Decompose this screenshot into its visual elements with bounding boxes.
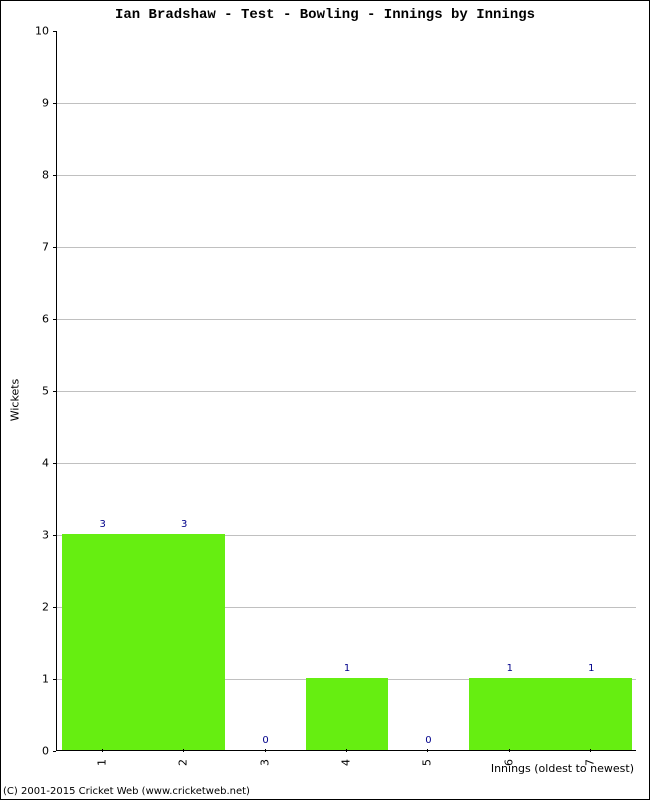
gridline (57, 319, 636, 320)
plot-area: 3 3 0 1 0 1 1 (56, 31, 636, 751)
gridline (57, 247, 636, 248)
ytick-mark (53, 175, 56, 176)
ytick-mark (53, 607, 56, 608)
xtick-mark (346, 749, 347, 752)
ytick-mark (53, 391, 56, 392)
bar (306, 678, 387, 750)
ytick-label: 10 (9, 25, 49, 38)
ytick-mark (53, 319, 56, 320)
bar-value-label: 0 (262, 735, 268, 746)
bar-value-label: 0 (425, 735, 431, 746)
ytick-label: 7 (9, 241, 49, 254)
bar-value-label: 3 (100, 519, 106, 530)
ytick-label: 1 (9, 673, 49, 686)
ytick-label: 3 (9, 529, 49, 542)
bar-value-label: 3 (181, 519, 187, 530)
gridline (57, 103, 636, 104)
xtick-mark (183, 749, 184, 752)
gridline (57, 175, 636, 176)
ytick-label: 6 (9, 313, 49, 326)
bar-value-label: 1 (344, 663, 350, 674)
bar (62, 534, 143, 750)
xtick-label: 1 (95, 759, 108, 766)
ytick-label: 0 (9, 745, 49, 758)
copyright-text: (C) 2001-2015 Cricket Web (www.cricketwe… (3, 786, 250, 797)
xtick-label: 2 (177, 759, 190, 766)
xtick-mark (102, 749, 103, 752)
xtick-label: 4 (340, 759, 353, 766)
ytick-label: 2 (9, 601, 49, 614)
xtick-label: 3 (258, 759, 271, 766)
xtick-mark (590, 749, 591, 752)
ytick-mark (53, 247, 56, 248)
ytick-mark (53, 751, 56, 752)
ytick-mark (53, 463, 56, 464)
gridline (57, 391, 636, 392)
xtick-mark (509, 749, 510, 752)
bar-value-label: 1 (588, 663, 594, 674)
xtick-label: 7 (584, 759, 597, 766)
chart-container: Ian Bradshaw - Test - Bowling - Innings … (0, 0, 650, 800)
xtick-label: 5 (421, 759, 434, 766)
ytick-mark (53, 535, 56, 536)
xtick-mark (427, 749, 428, 752)
gridline (57, 463, 636, 464)
ytick-mark (53, 679, 56, 680)
ytick-mark (53, 103, 56, 104)
chart-title: Ian Bradshaw - Test - Bowling - Innings … (1, 7, 649, 23)
bar (143, 534, 224, 750)
ytick-label: 9 (9, 97, 49, 110)
xtick-label: 6 (502, 759, 515, 766)
bar (469, 678, 550, 750)
ytick-label: 5 (9, 385, 49, 398)
bar-value-label: 1 (507, 663, 513, 674)
xtick-mark (265, 749, 266, 752)
ytick-label: 8 (9, 169, 49, 182)
ytick-label: 4 (9, 457, 49, 470)
bar (551, 678, 632, 750)
ytick-mark (53, 31, 56, 32)
